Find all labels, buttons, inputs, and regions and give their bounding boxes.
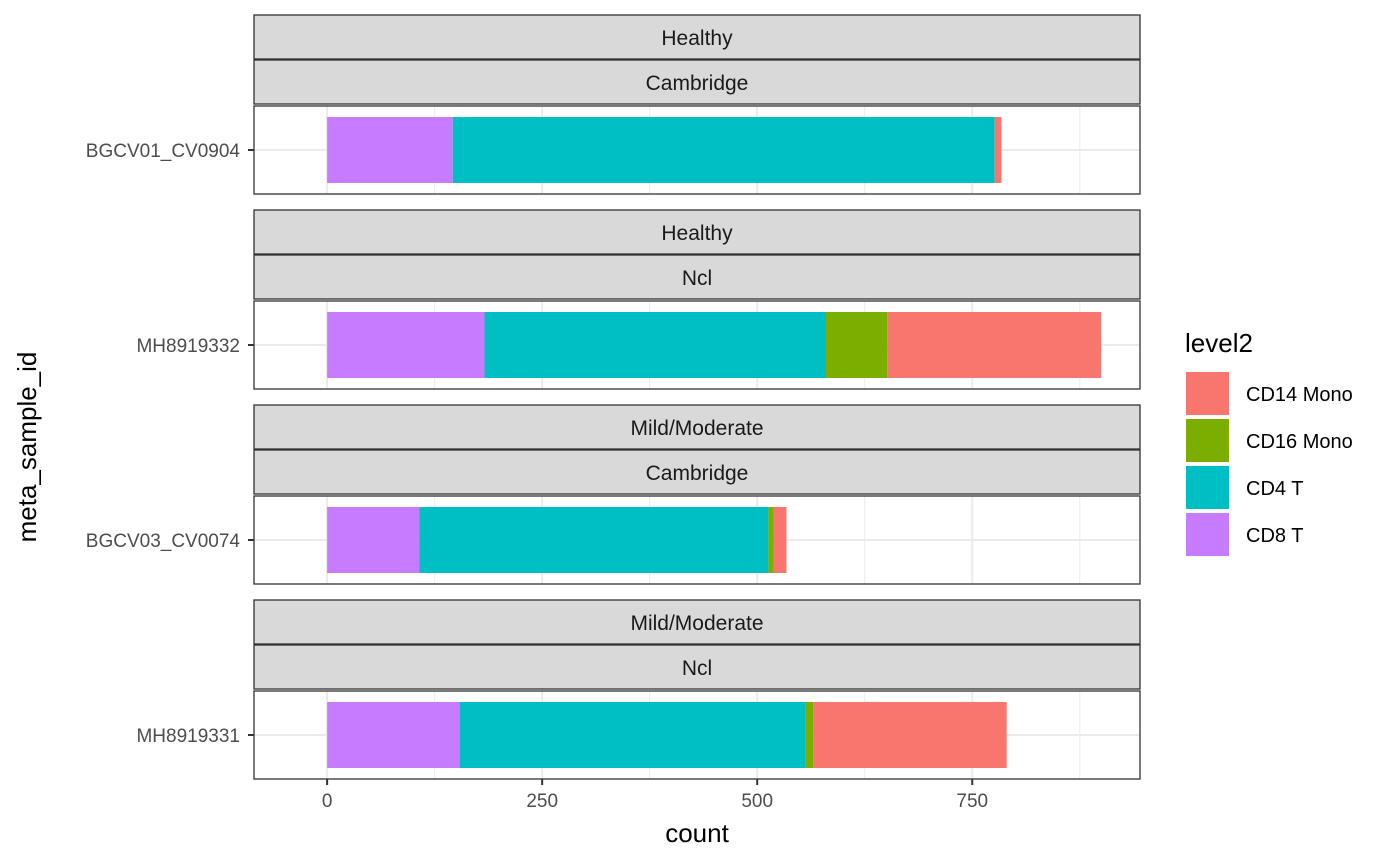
- bar-cd8-t: [327, 507, 420, 573]
- facet-panels: HealthyCambridgeBGCV01_CV0904HealthyNclM…: [86, 14, 1141, 780]
- facet-panel: Mild/Moderate Ncl MH8919331: [136, 599, 1141, 780]
- bar-cd4-t: [419, 507, 769, 573]
- bar-cd4-t: [452, 117, 995, 183]
- facet-strip-label: Ncl: [682, 657, 712, 680]
- legend-label: CD4 T: [1246, 478, 1303, 500]
- facet-panel: Healthy Cambridge BGCV01_CV0904: [86, 14, 1141, 195]
- facet-strip-label: Mild/Moderate: [630, 417, 763, 440]
- legend-title: level2: [1185, 328, 1253, 358]
- x-tick-label: 250: [526, 791, 558, 812]
- facet-strip: [253, 449, 1141, 495]
- x-tick-label: 750: [956, 791, 988, 812]
- facet-strip-label: Cambridge: [646, 462, 749, 485]
- bar-cd8-t: [327, 117, 453, 183]
- legend-key: [1186, 513, 1229, 556]
- bar-cd16-mono: [805, 702, 814, 768]
- bar-cd14-mono: [773, 507, 787, 573]
- x-tick-label: 0: [322, 791, 333, 812]
- bar-cd8-t: [327, 312, 485, 378]
- y-tick-label: BGCV01_CV0904: [86, 141, 241, 162]
- facet-strip: [253, 14, 1141, 60]
- facet-strip-label: Healthy: [661, 27, 733, 50]
- bar-cd8-t: [327, 702, 460, 768]
- legend-label: CD14 Mono: [1246, 384, 1353, 406]
- facet-strip-label: Cambridge: [646, 72, 749, 95]
- y-axis-title: meta_sample_id: [12, 352, 42, 543]
- facet-strip: [253, 254, 1141, 300]
- plot-area: [254, 496, 1140, 584]
- legend-key: [1186, 372, 1229, 415]
- facet-strip: [253, 59, 1141, 105]
- facet-strip: [253, 404, 1141, 450]
- bar-cd14-mono: [813, 702, 1007, 768]
- legend-label: CD16 Mono: [1246, 431, 1353, 453]
- plot-area: [254, 301, 1140, 389]
- facet-strip: [253, 599, 1141, 645]
- bar-cd16-mono: [826, 312, 888, 378]
- facet-strip-label: Ncl: [682, 267, 712, 290]
- x-tick-label: 500: [741, 791, 773, 812]
- bar-cd4-t: [459, 702, 806, 768]
- plot-area: [254, 691, 1140, 779]
- bar-cd16-mono: [768, 507, 774, 573]
- facet-strip-label: Mild/Moderate: [630, 612, 763, 635]
- legend-label: CD8 T: [1246, 525, 1303, 547]
- bar-cd14-mono: [994, 117, 1002, 183]
- facet-panel: Mild/Moderate Cambridge BGCV03_CV0074: [86, 404, 1141, 585]
- facet-panel: Healthy Ncl MH8919332: [136, 209, 1141, 390]
- facet-strip: [253, 644, 1141, 690]
- legend-key: [1186, 466, 1229, 509]
- facet-strip: [253, 209, 1141, 255]
- y-tick-label: MH8919332: [136, 336, 240, 357]
- y-tick-label: BGCV03_CV0074: [86, 531, 241, 552]
- y-tick-label: MH8919331: [136, 726, 240, 747]
- bar-cd14-mono: [887, 312, 1102, 378]
- facet-strip-label: Healthy: [661, 222, 733, 245]
- legend-key: [1186, 419, 1229, 462]
- bar-cd4-t: [484, 312, 827, 378]
- plot-area: [254, 106, 1140, 194]
- legend: CD14 Mono CD16 Mono CD4 T CD8 T: [1186, 372, 1353, 556]
- x-axis: 0 250 500 750: [322, 779, 988, 812]
- x-axis-title: count: [665, 818, 729, 848]
